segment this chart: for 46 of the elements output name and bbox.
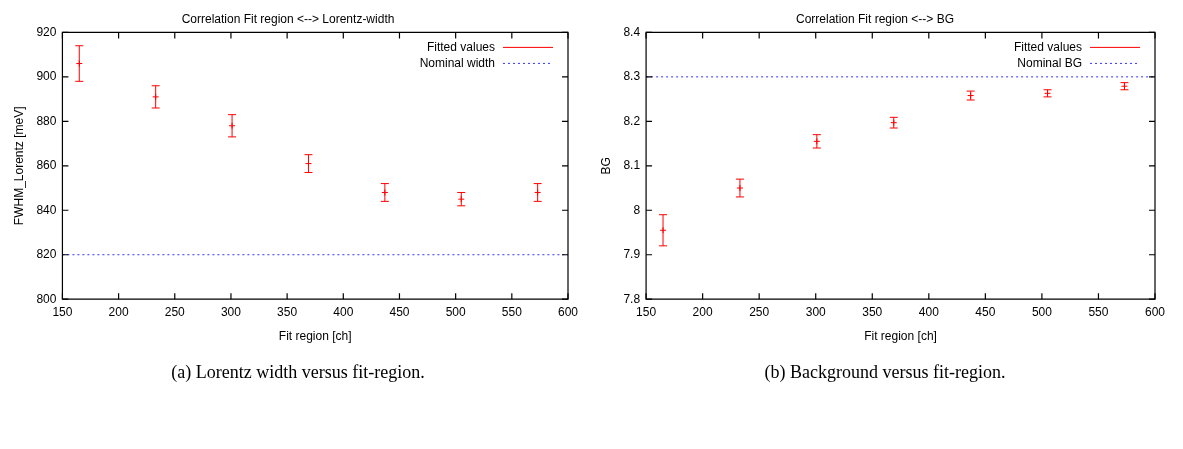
text: (a) Lorentz width versus fit-region. xyxy=(170,362,426,383)
x-tick-label: 350 xyxy=(862,304,883,319)
x-tick-label: 400 xyxy=(333,304,354,319)
x-tick-label: 450 xyxy=(389,304,410,319)
legend-label: Nominal BG xyxy=(1017,55,1082,70)
y-tick-label: 8.1 xyxy=(623,158,641,173)
x-tick-label: 350 xyxy=(277,304,298,319)
x-tick-label: 300 xyxy=(805,304,827,319)
x-tick-label: 150 xyxy=(52,304,73,319)
x-axis-title: Fit region [ch] xyxy=(864,329,937,344)
text: (b) Background versus fit-region. xyxy=(763,362,1007,383)
x-tick-label: 250 xyxy=(164,304,186,319)
x-axis-title: Fit region [ch] xyxy=(278,329,352,344)
y-tick-label: 8 xyxy=(633,202,641,217)
y-tick-label: 8.4 xyxy=(623,24,641,39)
y-tick-label: 840 xyxy=(36,202,57,217)
x-tick-label: 600 xyxy=(1144,304,1166,319)
x-tick-label: 150 xyxy=(636,304,657,319)
y-axis-title: BG xyxy=(598,157,613,175)
chart-title: Correlation Fit region <--> Lorentz-width xyxy=(181,11,395,26)
x-tick-label: 600 xyxy=(557,304,579,319)
y-tick-label: 8.3 xyxy=(623,69,641,84)
y-tick-label: 880 xyxy=(36,113,57,128)
chart-title: Correlation Fit region <--> BG xyxy=(795,11,955,26)
x-tick-label: 200 xyxy=(108,304,129,319)
x-tick-label: 500 xyxy=(1031,304,1053,319)
y-tick-label: 860 xyxy=(36,158,57,173)
x-tick-label: 400 xyxy=(918,304,940,319)
x-tick-label: 250 xyxy=(749,304,770,319)
legend-label: Fitted values xyxy=(426,39,495,54)
x-tick-label: 450 xyxy=(975,304,996,319)
y-tick-label: 8.2 xyxy=(623,113,641,128)
y-tick-label: 820 xyxy=(36,247,57,262)
x-tick-label: 550 xyxy=(1088,304,1109,319)
x-tick-label: 200 xyxy=(692,304,713,319)
legend-label: Nominal width xyxy=(419,55,495,70)
y-tick-label: 800 xyxy=(36,291,57,306)
y-tick-label: 7.9 xyxy=(623,247,641,262)
y-tick-label: 7.8 xyxy=(623,291,641,306)
y-tick-label: 900 xyxy=(36,69,57,84)
y-axis-title: FWHM_Lorentz [meV] xyxy=(11,106,26,226)
x-tick-label: 500 xyxy=(445,304,466,319)
x-tick-label: 550 xyxy=(501,304,523,319)
y-tick-label: 920 xyxy=(36,24,57,39)
x-tick-label: 300 xyxy=(220,304,242,319)
legend-label: Fitted values xyxy=(1013,39,1082,54)
